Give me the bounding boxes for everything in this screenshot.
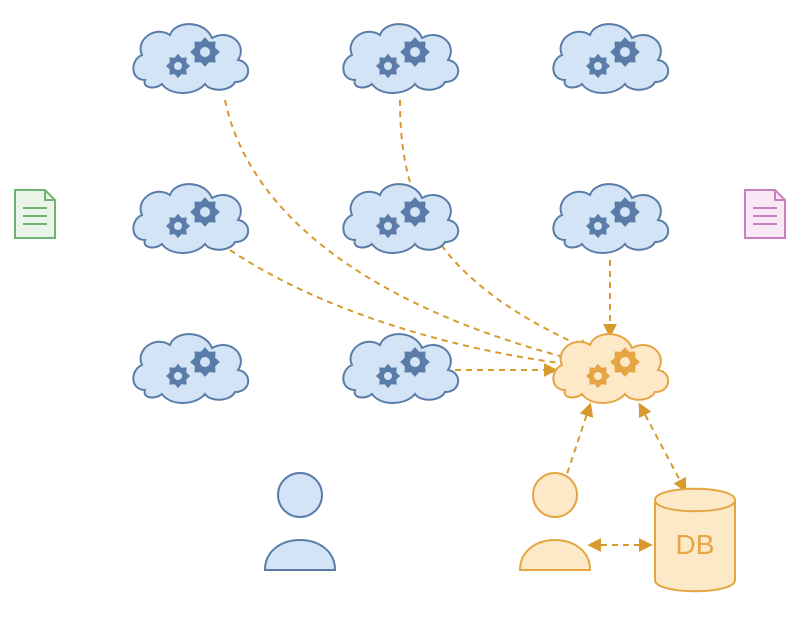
cloud-node-c-2-2	[553, 334, 668, 403]
clouds-layer	[133, 24, 668, 403]
people-layer	[265, 473, 590, 570]
database-icon: DB	[655, 489, 735, 592]
cloud-node-c-1-0	[133, 184, 248, 253]
db-layer: DB	[655, 489, 735, 592]
cloud-node-c-2-0	[133, 334, 248, 403]
cloud-node-c-1-1	[343, 184, 458, 253]
database-label: DB	[676, 529, 715, 560]
cloud-node-c-0-1	[343, 24, 458, 93]
diagram-canvas: DB	[0, 0, 789, 621]
document-icon-doc-right	[745, 190, 785, 238]
document-icon-doc-left	[15, 190, 55, 238]
person-icon-person-orange	[520, 473, 590, 570]
cloud-node-c-0-2	[553, 24, 668, 93]
cloud-node-c-2-1	[343, 334, 458, 403]
cloud-node-c-1-2	[553, 184, 668, 253]
person-icon-person-blue	[265, 473, 335, 570]
edge-e7	[640, 405, 685, 490]
cloud-node-c-0-0	[133, 24, 248, 93]
